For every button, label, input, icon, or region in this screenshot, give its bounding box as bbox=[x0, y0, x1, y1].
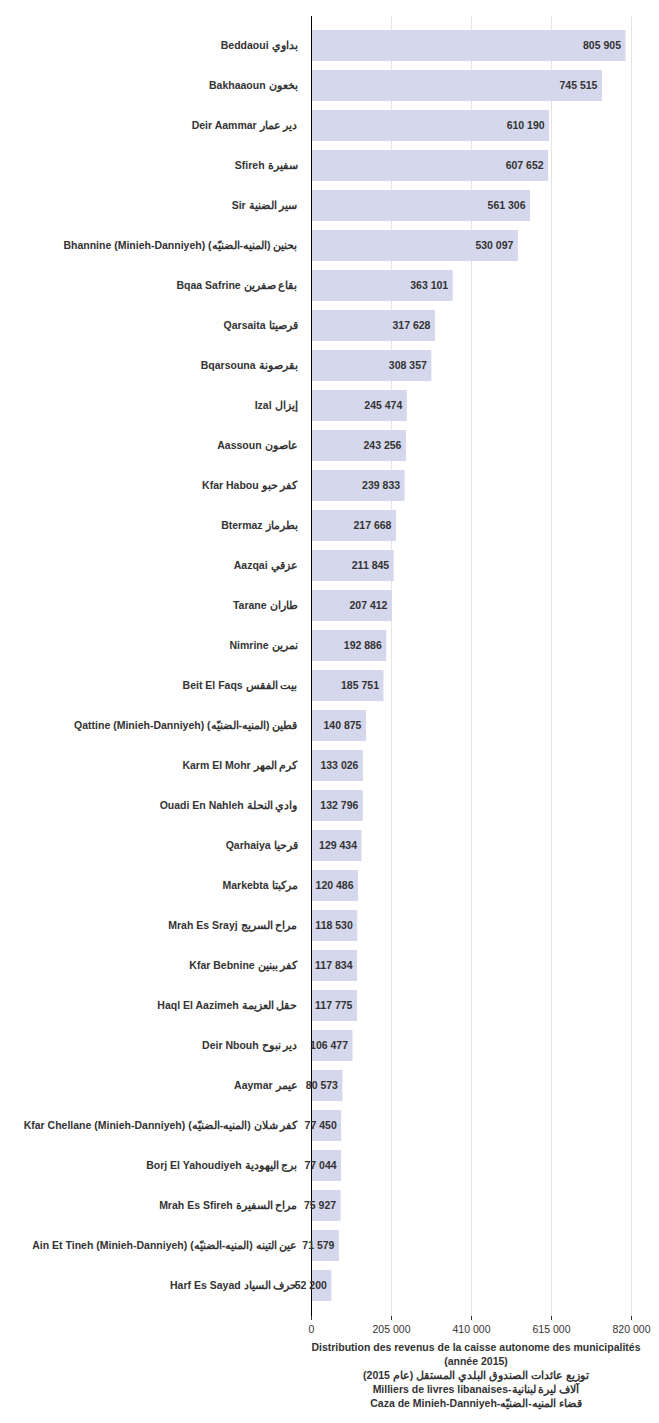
svg-text:243 256: 243 256 bbox=[363, 439, 401, 451]
svg-text:Kfar Chellane (Minieh-Danniyeh: Kfar Chellane (Minieh-Danniyeh) كفر شلان… bbox=[24, 1119, 299, 1132]
svg-text:Kfar Bebnine كفر ببنين: Kfar Bebnine كفر ببنين bbox=[189, 959, 298, 972]
svg-text:117 775: 117 775 bbox=[315, 999, 353, 1011]
svg-text:106 477: 106 477 bbox=[310, 1039, 348, 1051]
svg-text:Sir سير الضنية: Sir سير الضنية bbox=[232, 199, 298, 212]
html-text:Distribution des revenus de la: Distribution des revenus de la caisse au… bbox=[311, 1341, 641, 1367]
svg-text:615 000: 615 000 bbox=[533, 1323, 571, 1335]
html-text:Milliers de livres libanaises-: Milliers de livres libanaises-آلاف ليرة … bbox=[372, 1383, 580, 1395]
svg-text:75 927: 75 927 bbox=[304, 1199, 336, 1211]
svg-text:77 450: 77 450 bbox=[305, 1119, 337, 1131]
svg-text:308 357: 308 357 bbox=[389, 359, 427, 371]
svg-text:Beddaoui بداوي: Beddaoui بداوي bbox=[221, 39, 298, 53]
svg-text:71 579: 71 579 bbox=[302, 1239, 334, 1251]
svg-text:Harf Es Sayad حرف السياد: Harf Es Sayad حرف السياد bbox=[170, 1279, 297, 1292]
svg-text:Tarane طاران: Tarane طاران bbox=[233, 599, 298, 612]
svg-text:Markebta مركبتا: Markebta مركبتا bbox=[222, 879, 297, 892]
svg-text:77 044: 77 044 bbox=[304, 1159, 336, 1171]
svg-text:Deir Nbouh دير نبوح: Deir Nbouh دير نبوح bbox=[202, 1039, 297, 1052]
html-text:Caza de Minieh-Danniyeh-قضاء ا: Caza de Minieh-Danniyeh-قضاء المنيه-الضن… bbox=[370, 1397, 582, 1409]
svg-text:Bqaa Safrine بقاع صفرين: Bqaa Safrine بقاع صفرين bbox=[176, 279, 297, 292]
svg-text:185 751: 185 751 bbox=[341, 679, 379, 691]
svg-text:245 474: 245 474 bbox=[364, 399, 402, 411]
svg-text:Karm El Mohr كرم المهر: Karm El Mohr كرم المهر bbox=[182, 759, 298, 772]
svg-text:Ain Et Tineh (Minieh-Danniyeh): Ain Et Tineh (Minieh-Danniyeh) عين التين… bbox=[32, 1239, 297, 1252]
svg-text:Btermaz بطرماز: Btermaz بطرماز bbox=[221, 519, 297, 532]
svg-text:52 200: 52 200 bbox=[295, 1279, 327, 1291]
svg-text:Izal إيزال: Izal إيزال bbox=[255, 399, 298, 413]
svg-text:239 833: 239 833 bbox=[362, 479, 400, 491]
svg-text:363 101: 363 101 bbox=[410, 279, 448, 291]
svg-text:Aazqai عزقي: Aazqai عزقي bbox=[234, 559, 298, 573]
svg-text:129 434: 129 434 bbox=[319, 839, 357, 851]
svg-text:317 628: 317 628 bbox=[392, 319, 430, 331]
svg-text:Qattine (Minieh-Danniyeh) قطين: Qattine (Minieh-Danniyeh) قطين (المنيه-ا… bbox=[74, 719, 297, 732]
svg-text:211 845: 211 845 bbox=[352, 559, 390, 571]
svg-text:Haql El Aazimeh حقل العزيمة: Haql El Aazimeh حقل العزيمة bbox=[157, 999, 297, 1012]
svg-text:Nimrine نمرين: Nimrine نمرين bbox=[229, 639, 297, 652]
svg-text:Aassoun عاصون: Aassoun عاصون bbox=[217, 439, 297, 452]
svg-text:120 486: 120 486 bbox=[316, 879, 354, 891]
svg-text:Mrah Es Srayj مراح السريج: Mrah Es Srayj مراح السريج bbox=[168, 919, 297, 932]
svg-text:410 000: 410 000 bbox=[453, 1323, 491, 1335]
svg-text:217 668: 217 668 bbox=[353, 519, 391, 531]
svg-text:530 097: 530 097 bbox=[475, 239, 513, 251]
svg-text:132 796: 132 796 bbox=[320, 799, 358, 811]
svg-text:Qarhaiya قرحيا: Qarhaiya قرحيا bbox=[226, 839, 298, 852]
html-text:توزيع عائدات الصندوق البلدي ال: توزيع عائدات الصندوق البلدي المستقل (عام… bbox=[363, 1369, 589, 1381]
svg-text:Ouadi En Nahleh وادي النحلة: Ouadi En Nahleh وادي النحلة bbox=[160, 799, 298, 813]
svg-text:Aaymar عيمر: Aaymar عيمر bbox=[234, 1079, 297, 1092]
svg-text:561 306: 561 306 bbox=[488, 199, 526, 211]
svg-text:Borj El Yahoudiyeh برج اليهودي: Borj El Yahoudiyeh برج اليهودية bbox=[146, 1159, 297, 1172]
svg-text:192 886: 192 886 bbox=[344, 639, 382, 651]
svg-text:205 000: 205 000 bbox=[373, 1323, 411, 1335]
svg-text:Bhannine (Minieh-Danniyeh) بحن: Bhannine (Minieh-Danniyeh) بحنين (المنيه… bbox=[63, 239, 297, 252]
svg-text:140 875: 140 875 bbox=[324, 719, 362, 731]
svg-text:0: 0 bbox=[309, 1323, 315, 1335]
svg-text:Sfireh سفيرة: Sfireh سفيرة bbox=[235, 159, 298, 172]
svg-text:745 515: 745 515 bbox=[559, 79, 597, 91]
svg-text:Beit El Faqs بيت الفقس: Beit El Faqs بيت الفقس bbox=[183, 679, 298, 692]
svg-text:133 026: 133 026 bbox=[320, 759, 358, 771]
svg-text:607 652: 607 652 bbox=[506, 159, 544, 171]
svg-text:Deir Aammar دير عمار: Deir Aammar دير عمار bbox=[192, 119, 298, 132]
svg-text:805 905: 805 905 bbox=[583, 39, 621, 51]
svg-text:207 412: 207 412 bbox=[349, 599, 387, 611]
svg-text:Bqarsouna بقرصونة: Bqarsouna بقرصونة bbox=[201, 359, 298, 372]
svg-text:117 834: 117 834 bbox=[315, 959, 353, 971]
svg-text:Bakhaaoun بخعون: Bakhaaoun بخعون bbox=[209, 79, 298, 92]
svg-text:Mrah Es Sfireh مراح السفيرة: Mrah Es Sfireh مراح السفيرة bbox=[159, 1199, 297, 1212]
svg-text:Kfar Habou كفر حبو: Kfar Habou كفر حبو bbox=[202, 479, 298, 492]
svg-text:118 530: 118 530 bbox=[315, 919, 353, 931]
svg-text:80 573: 80 573 bbox=[306, 1079, 338, 1091]
svg-text:Qarsaita قرصيتا: Qarsaita قرصيتا bbox=[224, 319, 298, 332]
svg-text:610 190: 610 190 bbox=[507, 119, 545, 131]
svg-text:820 000: 820 000 bbox=[613, 1323, 651, 1335]
